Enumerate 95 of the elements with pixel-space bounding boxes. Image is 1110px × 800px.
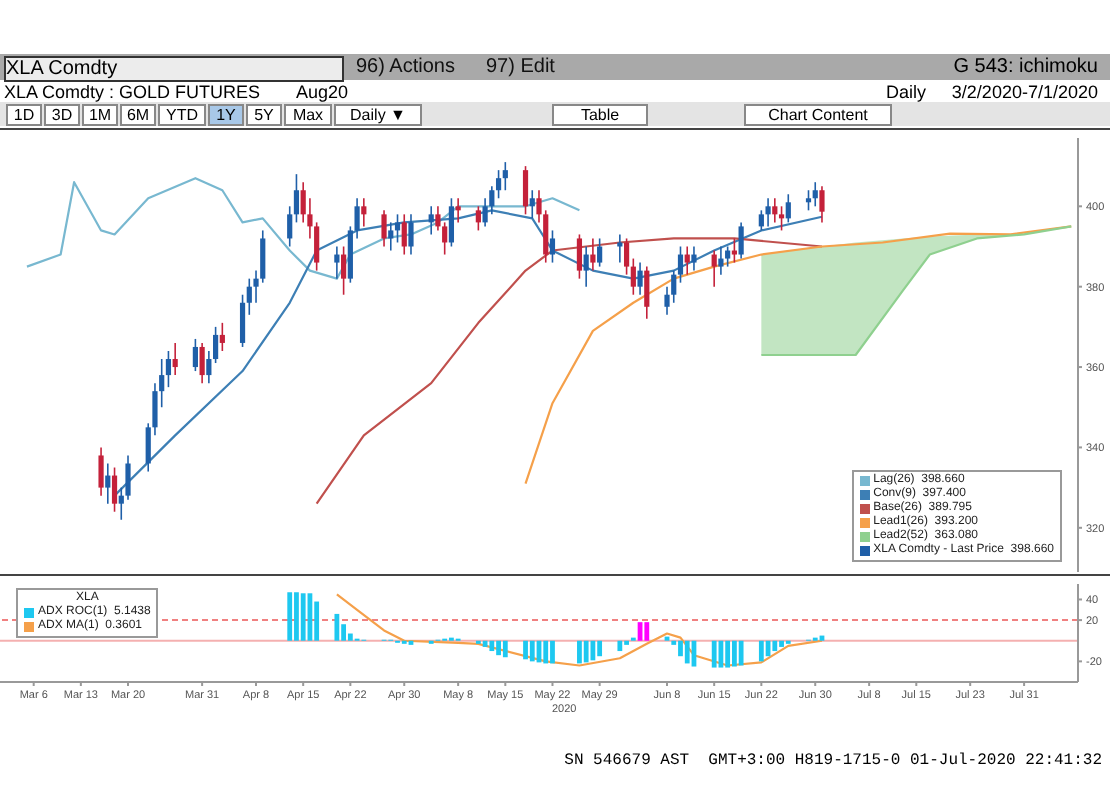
text: 5Y (246, 104, 282, 126)
text: Table (552, 104, 648, 126)
candlestick (341, 245, 347, 296)
candlestick (718, 245, 724, 276)
text: 6M (120, 104, 156, 126)
candlestick (772, 197, 778, 224)
line-series (315, 237, 824, 505)
candlestick (691, 245, 697, 272)
text: SN 546679 AST GMT+3:00 H819-1715-0 01-Jul-2020 22:41:32 (564, 752, 1102, 770)
bar (287, 592, 293, 641)
candlestick (725, 245, 731, 268)
candlestick (522, 165, 529, 216)
candlestick (684, 245, 690, 276)
bar (314, 601, 320, 641)
text: 3/2/2020-7/1/2020 (951, 82, 1098, 102)
candlestick (401, 213, 407, 256)
candlestick (455, 197, 461, 224)
text: YTD (158, 104, 206, 126)
candlestick (502, 161, 508, 192)
bar (738, 640, 744, 666)
text: G 543: ichimoku (953, 56, 1098, 78)
bar (644, 622, 650, 641)
candlestick (408, 213, 414, 256)
candlestick (448, 197, 455, 248)
candlestick (583, 245, 589, 288)
candlestick (105, 462, 111, 505)
candlestick (590, 237, 596, 272)
candlestick (778, 205, 785, 232)
text: 1Y (208, 104, 244, 126)
bar (294, 592, 299, 641)
text: 96) Actions (356, 56, 455, 78)
candlestick (617, 233, 623, 264)
bar (300, 593, 306, 641)
candlestick (219, 322, 225, 352)
candlestick (812, 181, 818, 208)
candlestick (731, 237, 737, 264)
candlestick (192, 338, 198, 372)
bar (502, 640, 508, 658)
text: XLA Comdty (4, 56, 344, 82)
candlestick (711, 249, 717, 288)
bar (550, 640, 555, 664)
bar (334, 613, 340, 641)
text: 1D (6, 104, 42, 126)
candlestick (644, 265, 650, 320)
candlestick (630, 257, 636, 296)
bar (496, 640, 501, 656)
bar (678, 640, 683, 657)
candlestick (738, 221, 744, 260)
bar (597, 640, 603, 657)
candlestick (199, 342, 205, 384)
candlestick (475, 205, 481, 232)
bar (482, 640, 488, 647)
candlestick (394, 213, 401, 244)
candlestick (388, 221, 394, 252)
bar (583, 640, 589, 663)
candlestick (111, 466, 118, 513)
candlestick (98, 446, 104, 497)
bar (725, 640, 731, 668)
candlestick (805, 189, 812, 212)
candlestick (172, 342, 178, 376)
line-series (335, 593, 824, 667)
text: 97) Edit (486, 56, 555, 78)
text: Chart Content (744, 104, 892, 126)
bar (489, 640, 495, 652)
bar (523, 640, 528, 660)
candlestick (637, 261, 643, 296)
bar (684, 640, 690, 664)
bar (711, 640, 717, 668)
candlestick (623, 237, 630, 276)
candlestick (819, 185, 825, 224)
candlestick (381, 209, 387, 248)
chart-title: XLA Comdty : GOLD FUTURES (4, 82, 261, 102)
text: 3D (44, 104, 80, 126)
text: Daily ▼ (334, 104, 422, 126)
text: Aug20 (296, 82, 349, 102)
candlestick (549, 229, 556, 264)
bar (617, 640, 623, 652)
candlestick (361, 197, 367, 228)
bar (529, 640, 535, 662)
bar (772, 640, 778, 652)
text: 1M (82, 104, 118, 126)
candlestick (428, 205, 434, 236)
text: Daily (885, 82, 926, 102)
candlestick (597, 237, 603, 268)
bar (779, 640, 784, 647)
candlestick (529, 189, 535, 220)
bar (731, 640, 737, 667)
bar (758, 640, 764, 662)
bar (543, 640, 549, 664)
bar (577, 640, 582, 664)
text: Max (284, 104, 332, 126)
candlestick (785, 193, 791, 224)
candlestick (334, 245, 340, 280)
candlestick (576, 233, 583, 280)
candlestick (765, 197, 771, 228)
